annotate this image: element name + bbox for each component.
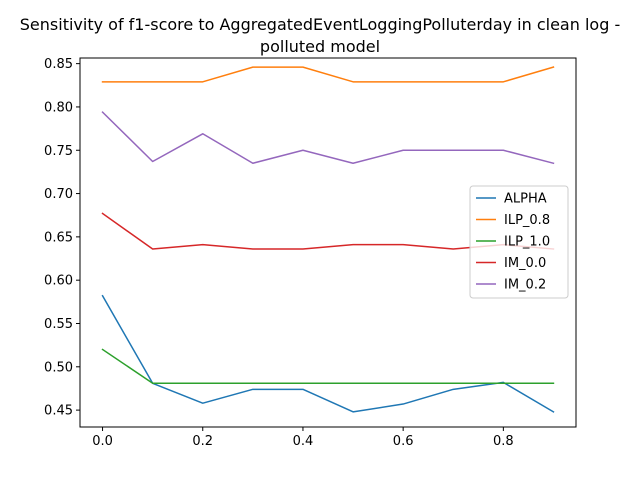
series-line-ilp-1-0 [101, 348, 555, 385]
y-tick-label: 0.55 [44, 317, 73, 332]
series-line-im-0-2 [101, 111, 555, 165]
y-tick-label: 0.70 [44, 187, 73, 202]
legend-label: ILP_0.8 [504, 213, 550, 228]
y-tick-label: 0.45 [44, 404, 73, 419]
chart-title-line-1: Sensitivity of f1-score to AggregatedEve… [20, 15, 620, 34]
legend-label: ALPHA [504, 192, 547, 207]
legend-frame [469, 185, 569, 299]
y-tick-label: 0.75 [44, 144, 73, 159]
y-tick-label: 0.65 [44, 230, 73, 245]
chart-title-line-2: polluted model [260, 37, 380, 56]
x-tick-label: 0.2 [192, 434, 213, 449]
legend-label: IM_0.0 [504, 256, 546, 271]
legend-label: IM_0.2 [504, 278, 546, 293]
y-tick-label: 0.85 [44, 57, 73, 72]
series-line-ilp-0-8 [101, 66, 555, 83]
x-tick-label: 0.4 [293, 434, 314, 449]
series-line-alpha [101, 294, 555, 413]
x-tick-label: 0.0 [92, 434, 113, 449]
legend: ALPHA ILP_0.8 ILP_1.0 IM_0.0 IM_0.2 [469, 185, 569, 299]
y-tick-label: 0.50 [44, 360, 73, 375]
axes-frame [79, 57, 577, 428]
y-tick-label: 0.60 [44, 274, 73, 289]
y-axis: 0.45 0.50 0.55 0.60 0.65 0.70 0.75 0.80 0.85 [44, 57, 80, 419]
x-tick-label: 0.8 [493, 434, 514, 449]
x-axis: 0.0 0.2 0.4 0.6 0.8 [92, 427, 514, 449]
legend-label: ILP_1.0 [504, 235, 550, 250]
y-tick-label: 0.80 [44, 100, 73, 115]
x-tick-label: 0.6 [393, 434, 414, 449]
